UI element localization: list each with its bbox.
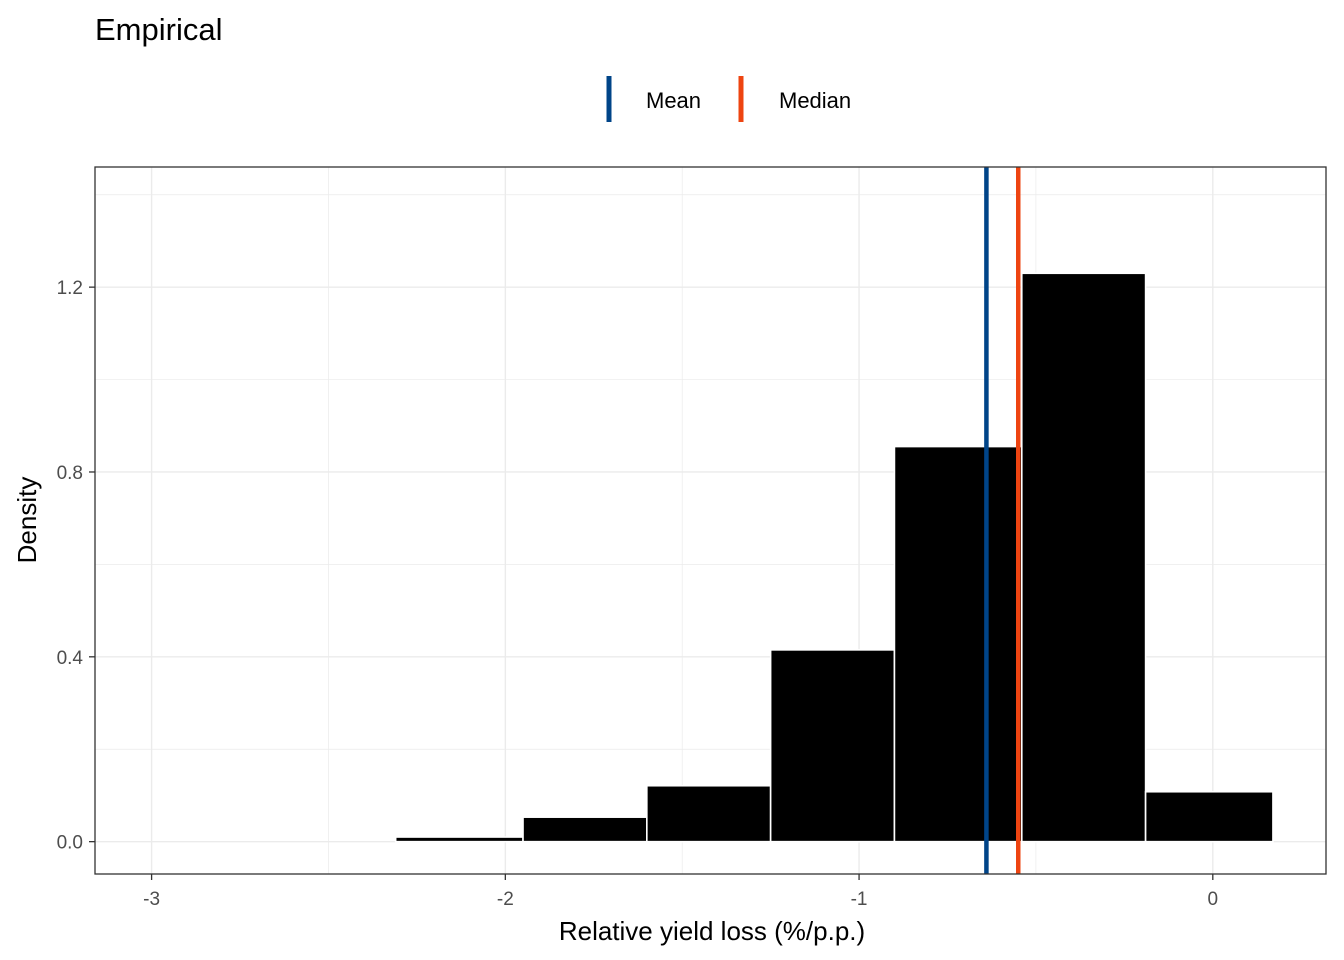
y-axis-title: Density bbox=[12, 477, 42, 564]
x-tick-label: -2 bbox=[497, 889, 514, 910]
histogram-bar-6 bbox=[769, 649, 896, 843]
y-tick-label: 0.0 bbox=[57, 833, 83, 854]
x-axis-title: Relative yield loss (%/p.p.) bbox=[559, 916, 865, 946]
histogram-bar-7 bbox=[893, 445, 1023, 843]
histogram-bar-5 bbox=[646, 784, 772, 843]
chart-title: Empirical bbox=[95, 12, 222, 47]
histogram-bar-3 bbox=[394, 836, 524, 843]
x-tick-label: -3 bbox=[143, 889, 160, 910]
histogram-bar-4 bbox=[522, 816, 648, 843]
plot-panel-border bbox=[94, 166, 1327, 875]
legend-label-mean: Mean bbox=[646, 88, 701, 113]
y-tick-label: 0.4 bbox=[57, 648, 84, 669]
x-tick-label: -1 bbox=[851, 889, 868, 910]
y-tick-label: 0.8 bbox=[57, 463, 83, 484]
x-axis: -3 -2 -1 0 bbox=[143, 874, 1218, 910]
histogram-bar-8 bbox=[1020, 272, 1147, 843]
x-tick-label: 0 bbox=[1208, 889, 1219, 910]
histogram-bar-9 bbox=[1144, 790, 1274, 843]
reference-lines bbox=[984, 167, 1021, 874]
y-tick-label: 1.2 bbox=[57, 278, 83, 299]
y-axis: 0.0 0.4 0.8 1.2 bbox=[57, 278, 95, 854]
legend: Mean Median bbox=[606, 76, 851, 122]
histogram-bars bbox=[394, 272, 1274, 843]
legend-label-median: Median bbox=[779, 88, 851, 113]
